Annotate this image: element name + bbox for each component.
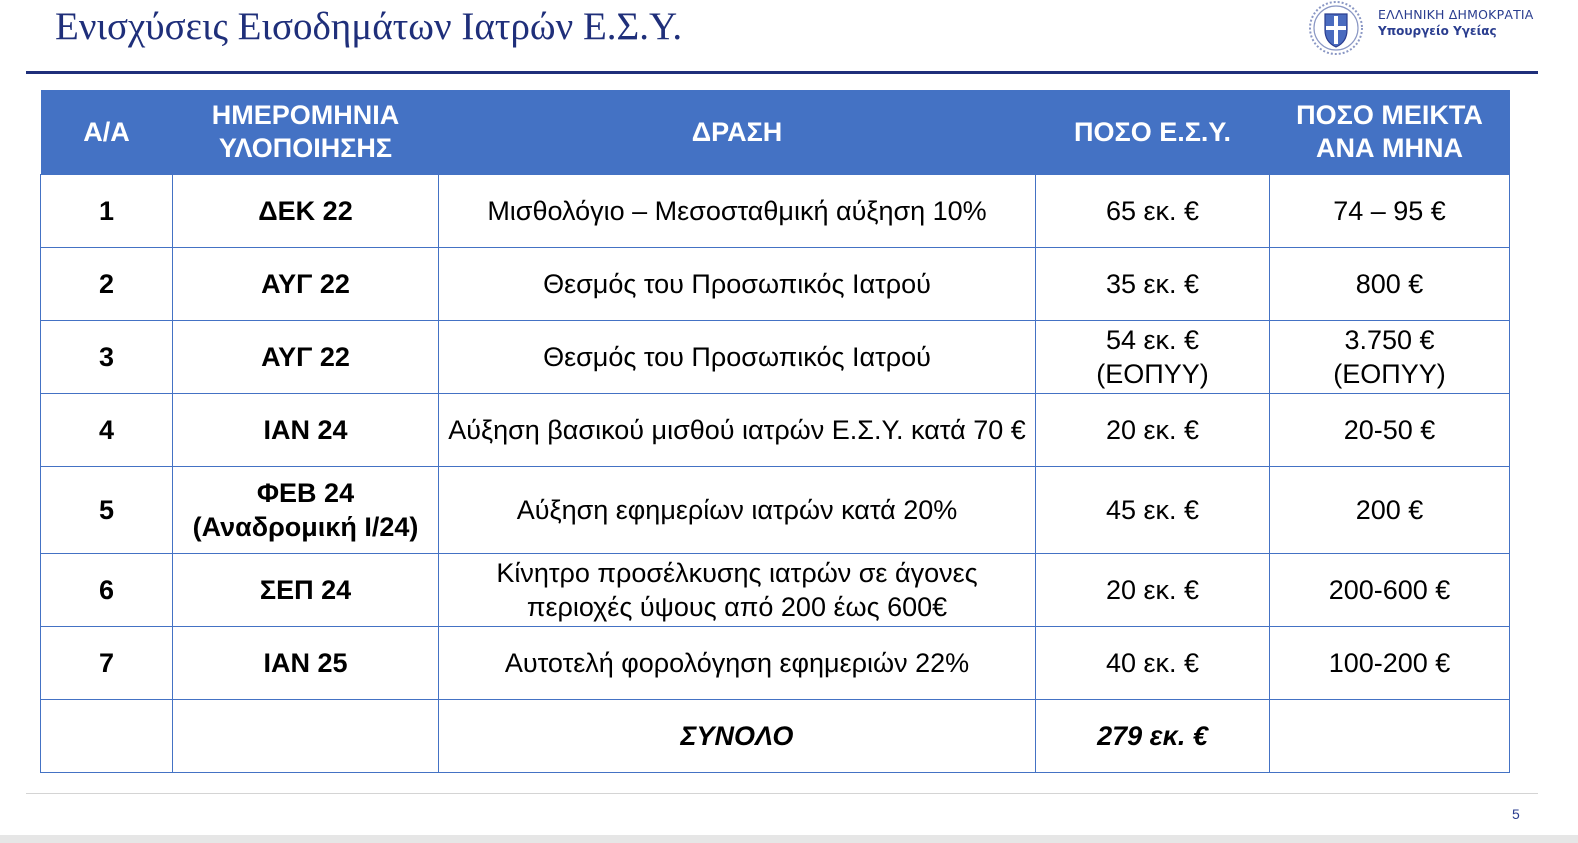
org-ministry: Υπουργείο Υγείας (1378, 24, 1497, 38)
table-row: 2 ΑΥΓ 22 Θεσμός του Προσωπικός Ιατρού 35… (40, 247, 1510, 321)
cell-aa: 5 (40, 466, 173, 554)
org-country: ΕΛΛΗΝΙΚΗ ΔΗΜΟΚΡΑΤΙΑ (1378, 7, 1534, 22)
cell-aa: 4 (40, 393, 173, 467)
table-row: 3 ΑΥΓ 22 Θεσμός του Προσωπικός Ιατρού 54… (40, 320, 1510, 394)
page-number: 5 (1512, 806, 1520, 822)
cell-action: Θεσμός του Προσωπικός Ιατρού (438, 320, 1036, 394)
cell-amount-esy: 20 εκ. € (1035, 553, 1270, 627)
cell-aa: 7 (40, 626, 173, 700)
cell-gross-monthly: 200 € (1269, 466, 1510, 554)
col-header-aa: Α/Α (40, 90, 173, 175)
cell-date: ΔΕΚ 22 (172, 174, 439, 248)
header-divider (26, 71, 1538, 74)
table-row: 6 ΣΕΠ 24 Κίνητρο προσέλκυσης ιατρών σε ά… (40, 553, 1510, 627)
cell-aa: 3 (40, 320, 173, 394)
income-support-table: Α/Α ΗΜΕΡΟΜΗΝΙΑ ΥΛΟΠΟΙΗΣΗΣ ΔΡΑΣΗ ΠΟΣΟ Ε.Σ… (40, 90, 1510, 773)
cell-date: ΙΑΝ 24 (172, 393, 439, 467)
cell-gross-monthly: 200-600 € (1269, 553, 1510, 627)
cell-aa: 6 (40, 553, 173, 627)
col-header-gross-monthly: ΠΟΣΟ ΜΕΙΚΤΑ ΑΝΑ ΜΗΝΑ (1269, 90, 1510, 175)
cell-amount-esy: 45 εκ. € (1035, 466, 1270, 554)
cell-gross-monthly: 20-50 € (1269, 393, 1510, 467)
total-amount-esy: 279 εκ. € (1035, 699, 1270, 773)
col-header-amount-esy: ΠΟΣΟ Ε.Σ.Υ. (1035, 90, 1270, 175)
cell-amount-esy: 40 εκ. € (1035, 626, 1270, 700)
cell-gross-monthly: 3.750 € (ΕΟΠΥΥ) (1269, 320, 1510, 394)
cell-amount-esy: 54 εκ. € (ΕΟΠΥΥ) (1035, 320, 1270, 394)
cell-date: ΦΕΒ 24 (Αναδρομική Ι/24) (172, 466, 439, 554)
cell-amount-esy: 35 εκ. € (1035, 247, 1270, 321)
table-header-row: Α/Α ΗΜΕΡΟΜΗΝΙΑ ΥΛΟΠΟΙΗΣΗΣ ΔΡΑΣΗ ΠΟΣΟ Ε.Σ… (40, 90, 1510, 175)
cell-action: Αύξηση βασικού μισθού ιατρών Ε.Σ.Υ. κατά… (438, 393, 1036, 467)
bottom-band (0, 835, 1578, 843)
cell-gross-monthly: 74 – 95 € (1269, 174, 1510, 248)
table-row: 7 ΙΑΝ 25 Αυτοτελή φορολόγηση εφημεριών 2… (40, 626, 1510, 700)
cell-action: Αυτοτελή φορολόγηση εφημεριών 22% (438, 626, 1036, 700)
cell-action: Μισθολόγιο – Μεσοσταθμική αύξηση 10% (438, 174, 1036, 248)
cell-date (172, 699, 439, 773)
cell-aa: 1 (40, 174, 173, 248)
cell-amount-esy: 20 εκ. € (1035, 393, 1270, 467)
cell-date: ΑΥΓ 22 (172, 247, 439, 321)
page-title: Ενισχύσεις Εισοδημάτων Ιατρών Ε.Σ.Υ. (55, 5, 683, 48)
cell-aa (40, 699, 173, 773)
table-total-row: ΣΥΝΟΛΟ 279 εκ. € (40, 699, 1510, 773)
cell-gross-monthly: 100-200 € (1269, 626, 1510, 700)
col-header-date: ΗΜΕΡΟΜΗΝΙΑ ΥΛΟΠΟΙΗΣΗΣ (172, 90, 439, 175)
total-label: ΣΥΝΟΛΟ (438, 699, 1036, 773)
cell-aa: 2 (40, 247, 173, 321)
cell-date: ΣΕΠ 24 (172, 553, 439, 627)
cell-date: ΑΥΓ 22 (172, 320, 439, 394)
cell-action: Αύξηση εφημερίων ιατρών κατά 20% (438, 466, 1036, 554)
col-header-action: ΔΡΑΣΗ (438, 90, 1036, 175)
cell-action: Θεσμός του Προσωπικός Ιατρού (438, 247, 1036, 321)
greek-coat-of-arms-icon (1309, 1, 1363, 55)
cell-date: ΙΑΝ 25 (172, 626, 439, 700)
table-row: 4 ΙΑΝ 24 Αύξηση βασικού μισθού ιατρών Ε.… (40, 393, 1510, 467)
table-row: 1 ΔΕΚ 22 Μισθολόγιο – Μεσοσταθμική αύξησ… (40, 174, 1510, 248)
cell-gross-monthly: 800 € (1269, 247, 1510, 321)
cell-gross-monthly (1269, 699, 1510, 773)
cell-amount-esy: 65 εκ. € (1035, 174, 1270, 248)
footer-divider (26, 793, 1538, 794)
cell-action: Κίνητρο προσέλκυσης ιατρών σε άγονες περ… (438, 553, 1036, 627)
organization-label: ΕΛΛΗΝΙΚΗ ΔΗΜΟΚΡΑΤΙΑ Υπουργείο Υγείας (1378, 7, 1534, 38)
table-row: 5 ΦΕΒ 24 (Αναδρομική Ι/24) Αύξηση εφημερ… (40, 466, 1510, 554)
